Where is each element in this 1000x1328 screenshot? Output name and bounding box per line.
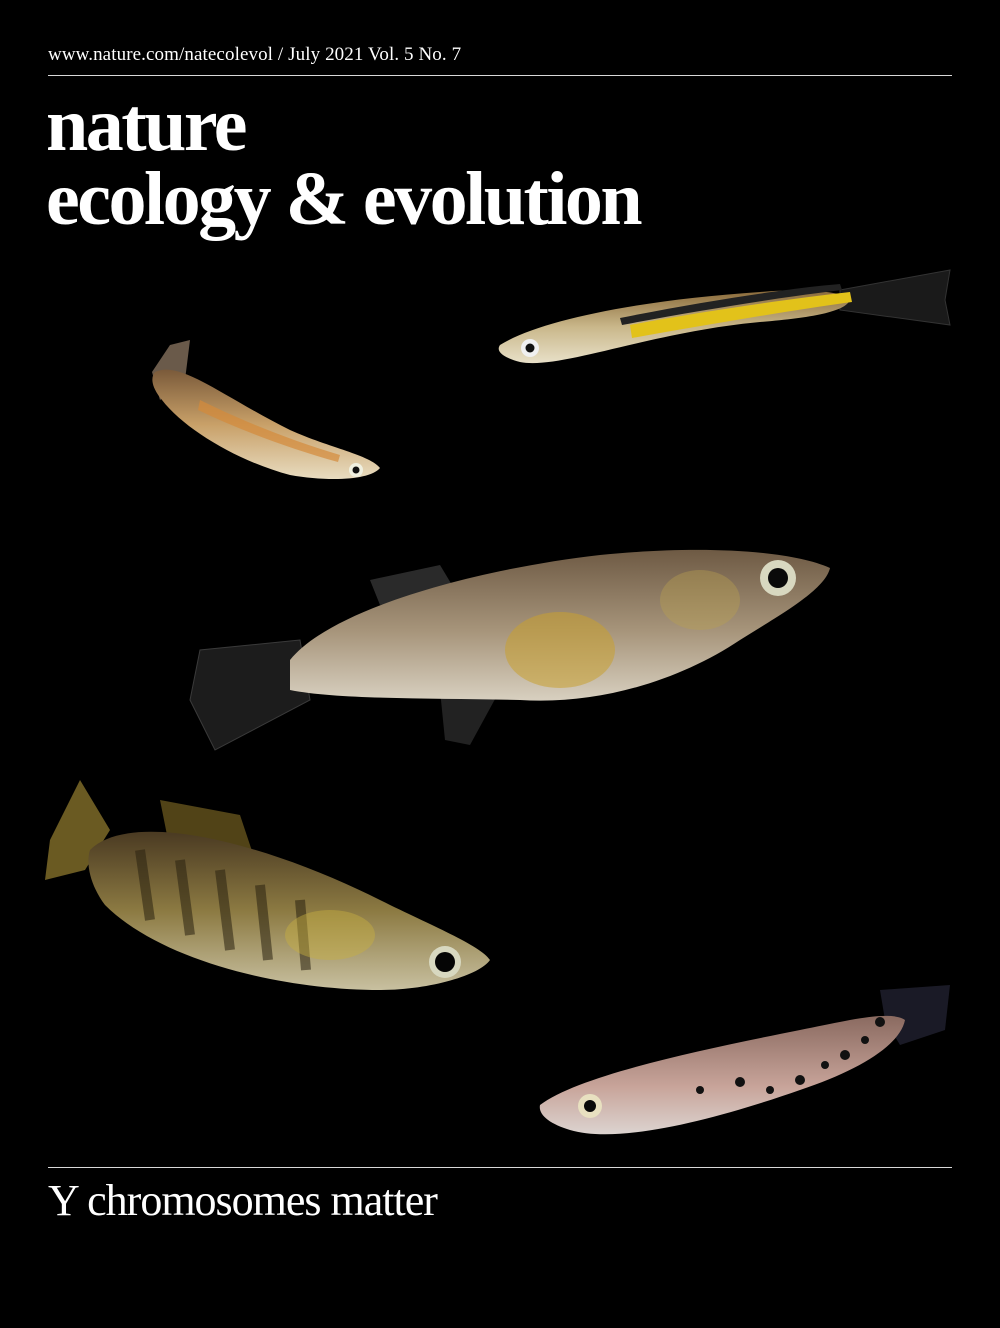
cover-headline[interactable]: Y chromosomes matter [48, 1176, 438, 1225]
issue-info[interactable]: www.nature.com/natecolevol / July 2021 V… [48, 44, 462, 65]
journal-title-line-2: ecology & evolution [46, 157, 643, 241]
fish-striped-yellow [498, 269, 951, 364]
top-divider [48, 75, 952, 76]
fish-large-silver [189, 549, 830, 751]
fish-banded-olive [45, 780, 490, 990]
journal-title-line-1: nature [46, 83, 247, 167]
bottom-divider [48, 1167, 952, 1168]
fish-spotted-pink [539, 985, 950, 1135]
fish-small-diagonal [152, 340, 380, 480]
journal-title: nature ecology & evolution [46, 83, 643, 241]
cover-photo-fish [45, 269, 951, 1135]
